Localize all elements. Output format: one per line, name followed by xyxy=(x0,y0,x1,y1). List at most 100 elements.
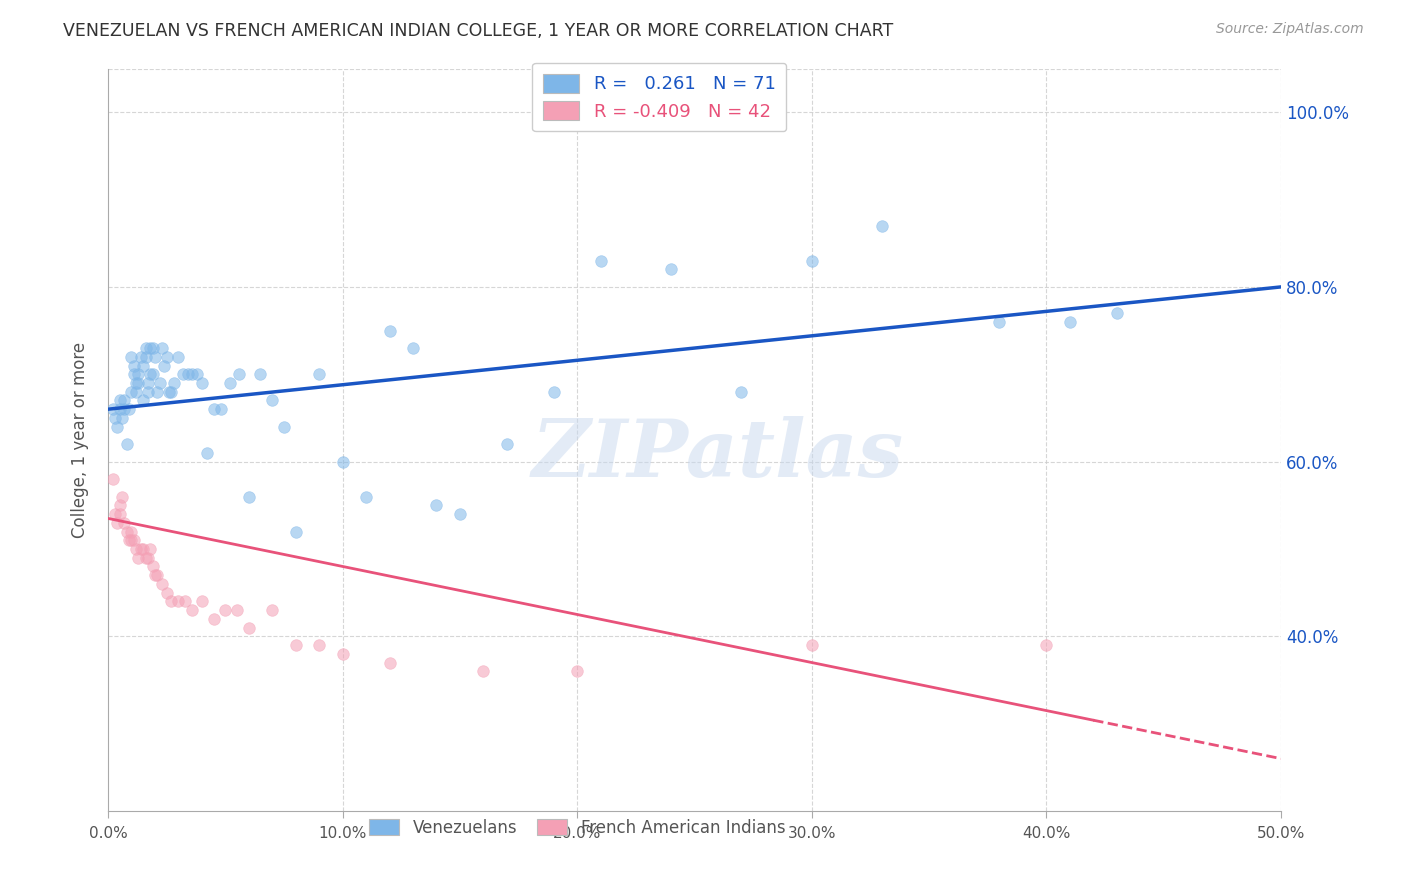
Point xyxy=(112,516,135,530)
Point xyxy=(156,585,179,599)
Point xyxy=(659,262,682,277)
Point xyxy=(108,393,131,408)
Point xyxy=(209,402,232,417)
Point xyxy=(238,490,260,504)
Point xyxy=(177,368,200,382)
Point xyxy=(146,568,169,582)
Point xyxy=(186,368,208,382)
Legend: Venezuelans, French American Indians: Venezuelans, French American Indians xyxy=(363,813,792,844)
Point xyxy=(153,359,176,373)
Point xyxy=(273,419,295,434)
Point xyxy=(132,359,155,373)
Point xyxy=(105,419,128,434)
Point xyxy=(118,402,141,417)
Point xyxy=(135,350,157,364)
Point xyxy=(202,402,225,417)
Point xyxy=(495,437,517,451)
Text: VENEZUELAN VS FRENCH AMERICAN INDIAN COLLEGE, 1 YEAR OR MORE CORRELATION CHART: VENEZUELAN VS FRENCH AMERICAN INDIAN COL… xyxy=(63,22,894,40)
Point xyxy=(238,621,260,635)
Point xyxy=(108,402,131,417)
Point xyxy=(163,376,186,390)
Point xyxy=(120,350,142,364)
Point xyxy=(101,472,124,486)
Point xyxy=(122,359,145,373)
Point xyxy=(120,384,142,399)
Point xyxy=(115,437,138,451)
Point xyxy=(111,490,134,504)
Point xyxy=(172,368,194,382)
Point xyxy=(132,393,155,408)
Point xyxy=(112,402,135,417)
Point xyxy=(870,219,893,233)
Point xyxy=(378,324,401,338)
Point xyxy=(226,603,249,617)
Point xyxy=(1059,315,1081,329)
Point xyxy=(139,541,162,556)
Point xyxy=(472,665,495,679)
Point xyxy=(146,384,169,399)
Point xyxy=(730,384,752,399)
Point xyxy=(125,376,148,390)
Point xyxy=(589,253,612,268)
Point xyxy=(105,516,128,530)
Point xyxy=(136,384,159,399)
Point xyxy=(262,603,284,617)
Point xyxy=(800,638,823,652)
Point xyxy=(181,603,204,617)
Point xyxy=(425,498,447,512)
Point xyxy=(202,612,225,626)
Point xyxy=(160,594,183,608)
Point xyxy=(191,594,214,608)
Point xyxy=(120,524,142,539)
Point xyxy=(228,368,250,382)
Point xyxy=(150,577,173,591)
Point xyxy=(308,368,330,382)
Point xyxy=(308,638,330,652)
Point xyxy=(143,350,166,364)
Point xyxy=(111,411,134,425)
Point xyxy=(127,368,149,382)
Point xyxy=(101,402,124,417)
Point xyxy=(129,541,152,556)
Point xyxy=(156,350,179,364)
Point xyxy=(332,455,354,469)
Point xyxy=(118,533,141,548)
Point xyxy=(135,341,157,355)
Point xyxy=(115,524,138,539)
Point xyxy=(135,550,157,565)
Point xyxy=(191,376,214,390)
Point xyxy=(160,384,183,399)
Point xyxy=(174,594,197,608)
Point xyxy=(219,376,242,390)
Point xyxy=(112,393,135,408)
Point xyxy=(108,498,131,512)
Point xyxy=(1105,306,1128,320)
Point xyxy=(800,253,823,268)
Point xyxy=(284,638,307,652)
Point xyxy=(332,647,354,661)
Point xyxy=(122,533,145,548)
Point xyxy=(284,524,307,539)
Point xyxy=(988,315,1011,329)
Point xyxy=(150,341,173,355)
Point xyxy=(129,350,152,364)
Point xyxy=(142,368,165,382)
Point xyxy=(136,550,159,565)
Point xyxy=(125,384,148,399)
Point xyxy=(214,603,236,617)
Point xyxy=(127,550,149,565)
Point xyxy=(139,341,162,355)
Point xyxy=(142,559,165,574)
Point xyxy=(149,376,172,390)
Point xyxy=(132,541,155,556)
Point xyxy=(1035,638,1057,652)
Point xyxy=(249,368,271,382)
Point xyxy=(104,507,127,521)
Point xyxy=(136,376,159,390)
Y-axis label: College, 1 year or more: College, 1 year or more xyxy=(72,342,89,538)
Point xyxy=(143,568,166,582)
Point xyxy=(195,446,218,460)
Text: ZIPatlas: ZIPatlas xyxy=(531,416,904,493)
Point xyxy=(157,384,180,399)
Point xyxy=(108,507,131,521)
